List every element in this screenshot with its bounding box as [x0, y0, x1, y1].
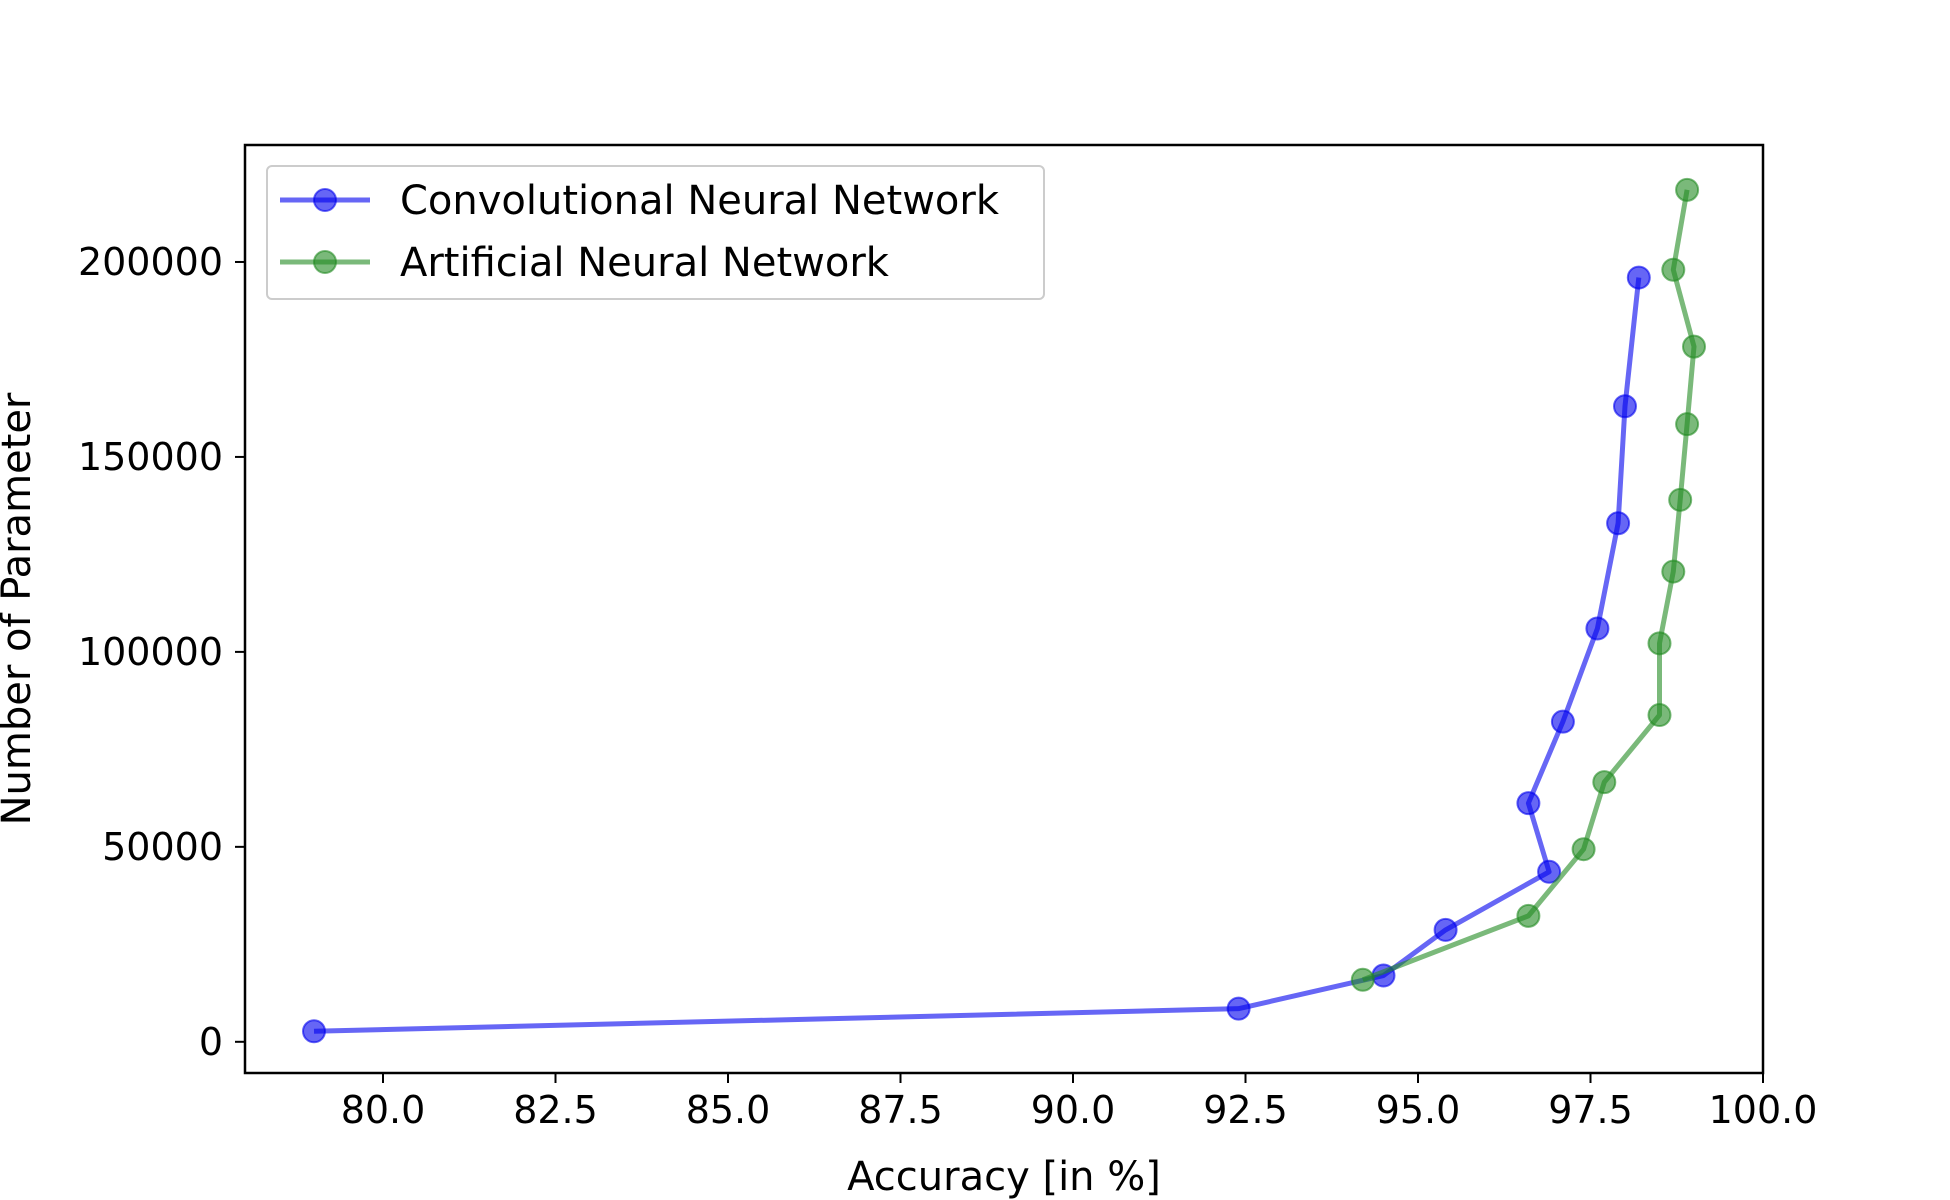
y-tick-label: 100000: [78, 630, 223, 674]
series-0: [302, 265, 1651, 1044]
x-tick-label: 92.5: [1203, 1088, 1288, 1132]
series-line: [313, 277, 1642, 1034]
y-tick-label: 150000: [78, 435, 223, 479]
data-point: [1537, 859, 1562, 884]
data-point: [1550, 709, 1575, 734]
x-tick-label: 85.0: [686, 1088, 771, 1132]
data-point: [302, 1019, 326, 1044]
x-tick-label: 87.5: [858, 1088, 943, 1132]
y-tick-label: 50000: [102, 825, 223, 869]
legend-label: Artificial Neural Network: [400, 240, 890, 286]
legend-marker: [313, 188, 337, 212]
y-axis: 0 50000 100000 150000 200000: [78, 240, 245, 1064]
x-tick-label: 82.5: [513, 1088, 598, 1132]
x-axis: 80.0 82.5 85.0 87.5 90.0 92.5 95.0 97.5 100.0: [341, 1073, 1818, 1132]
data-point: [1226, 996, 1251, 1021]
y-tick-label: 0: [199, 1020, 223, 1064]
data-point: [1682, 334, 1706, 359]
plot-frame: [243, 143, 1765, 1075]
data-point: [1516, 791, 1541, 816]
data-point: [1350, 967, 1375, 992]
y-axis-title: Number of Parameter: [0, 392, 40, 825]
legend-box: [266, 165, 1045, 300]
data-point: [1661, 257, 1686, 282]
data-point: [1675, 177, 1700, 202]
data-point: [1626, 265, 1651, 290]
series-1: [1350, 177, 1706, 992]
data-point: [1606, 511, 1631, 536]
data-point: [1613, 394, 1637, 419]
x-axis-title: Accuracy [in %]: [847, 1154, 1161, 1200]
legend-label: Convolutional Neural Network: [400, 178, 1000, 224]
series-line: [1361, 189, 1697, 983]
data-point: [1647, 631, 1672, 656]
legend: Convolutional Neural Network Artificial N…: [266, 165, 1045, 300]
data-point: [1647, 703, 1672, 728]
data-point: [1675, 412, 1700, 437]
data-point: [1516, 903, 1541, 928]
x-tick-label: 80.0: [341, 1088, 426, 1132]
legend-marker: [313, 250, 337, 274]
x-tick-label: 95.0: [1376, 1088, 1461, 1132]
y-tick-label: 200000: [78, 240, 223, 284]
data-point: [1661, 559, 1686, 584]
x-tick-label: 100.0: [1709, 1088, 1818, 1132]
data-point: [1668, 487, 1693, 512]
data-point: [1571, 837, 1596, 862]
x-tick-label: 97.5: [1548, 1088, 1633, 1132]
x-tick-label: 90.0: [1031, 1088, 1116, 1132]
data-point: [1592, 770, 1617, 795]
data-point: [1433, 917, 1458, 942]
data-point: [1585, 616, 1610, 641]
plot-area: [302, 177, 1706, 1044]
